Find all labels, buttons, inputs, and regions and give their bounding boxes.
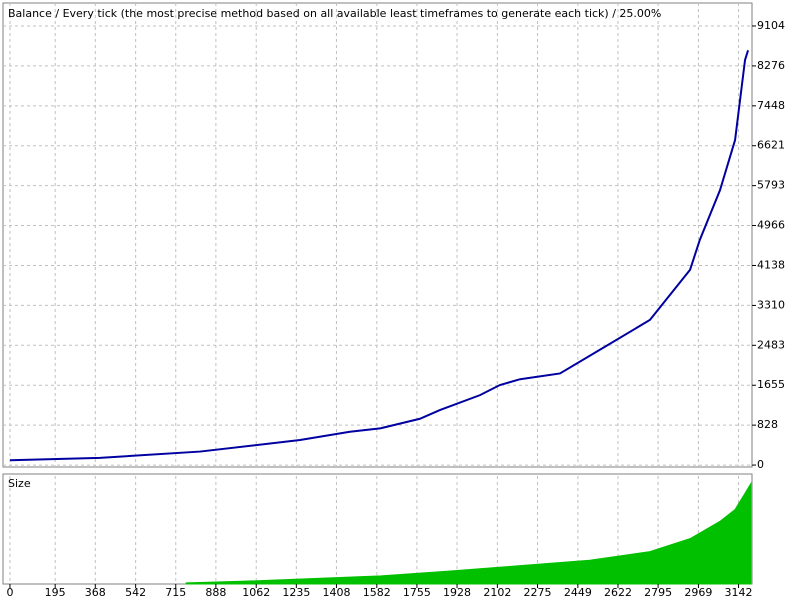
chart-title: Balance / Every tick (the most precise m… bbox=[8, 7, 661, 20]
y-tick-label: 0 bbox=[757, 458, 764, 471]
x-tick-label: 0 bbox=[6, 586, 13, 599]
y-tick-label: 6621 bbox=[757, 139, 785, 152]
x-tick-label: 2969 bbox=[684, 586, 712, 599]
x-tick-label: 715 bbox=[165, 586, 186, 599]
x-tick-label: 1928 bbox=[443, 586, 471, 599]
x-tick-label: 888 bbox=[205, 586, 226, 599]
x-tick-label: 2449 bbox=[564, 586, 592, 599]
plot-layer bbox=[3, 3, 752, 585]
y-tick-label: 7448 bbox=[757, 99, 785, 112]
x-tick-label: 368 bbox=[85, 586, 106, 599]
x-tick-label: 1755 bbox=[403, 586, 431, 599]
y-tick-label: 8276 bbox=[757, 59, 785, 72]
x-tick-label: 195 bbox=[45, 586, 66, 599]
x-tick-label: 1235 bbox=[282, 586, 310, 599]
size-area bbox=[185, 481, 752, 585]
y-tick-label: 9104 bbox=[757, 19, 785, 32]
x-tick-label: 3142 bbox=[725, 586, 753, 599]
panel-title: Size bbox=[8, 477, 31, 490]
x-tick-label: 2275 bbox=[524, 586, 552, 599]
x-tick-label: 2622 bbox=[604, 586, 632, 599]
x-tick-label: 1062 bbox=[242, 586, 270, 599]
y-tick-label: 828 bbox=[757, 418, 778, 431]
balance-line bbox=[9, 49, 750, 462]
y-tick-label: 5793 bbox=[757, 179, 785, 192]
x-tick-label: 2102 bbox=[483, 586, 511, 599]
y-tick-label: 4138 bbox=[757, 258, 785, 271]
y-tick-label: 4966 bbox=[757, 219, 785, 232]
y-tick-label: 1655 bbox=[757, 378, 785, 391]
x-tick-label: 1582 bbox=[363, 586, 391, 599]
y-tick-label: 3310 bbox=[757, 298, 785, 311]
y-tick-label: 2483 bbox=[757, 338, 785, 351]
x-tick-label: 542 bbox=[125, 586, 146, 599]
main-panel bbox=[2, 2, 753, 468]
x-tick-label: 2795 bbox=[644, 586, 672, 599]
x-tick-label: 1408 bbox=[322, 586, 350, 599]
